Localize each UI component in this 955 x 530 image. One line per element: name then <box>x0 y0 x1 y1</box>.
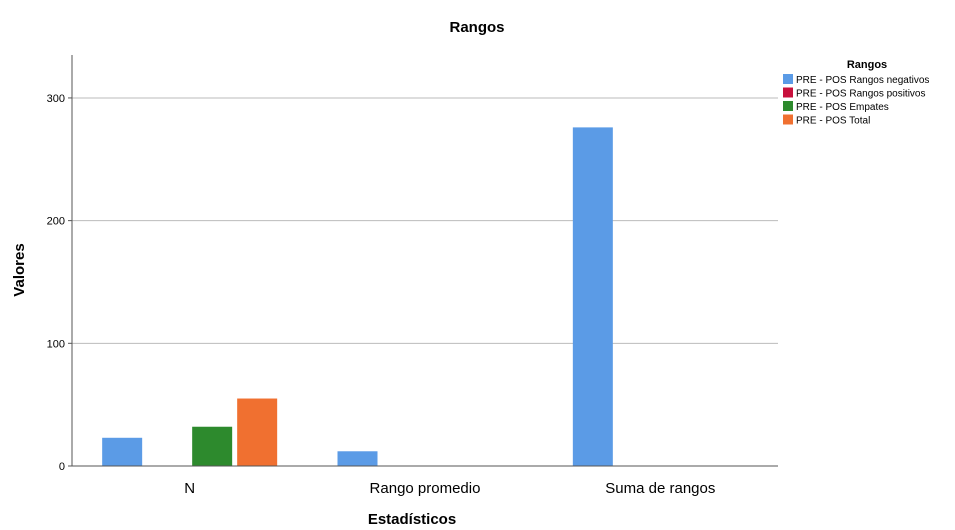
gridlines <box>72 97 778 344</box>
x-tick-label: N <box>184 480 195 497</box>
legend-swatch <box>783 74 793 84</box>
y-tick-label: 300 <box>47 93 65 105</box>
legend-title: Rangos <box>847 59 887 71</box>
bar <box>572 127 613 466</box>
y-tick-label: 100 <box>47 338 65 350</box>
legend-label: PRE - POS Rangos negativos <box>796 75 929 86</box>
legend-label: PRE - POS Empates <box>796 102 889 113</box>
y-tick-labels: 0 100 200 300 <box>47 93 72 473</box>
legend-swatch <box>783 114 793 125</box>
x-axis-title: Estadísticos <box>368 511 456 528</box>
legend: Rangos PRE - POS Rangos negativos PRE - P… <box>783 59 929 127</box>
x-tick-label: Suma de rangos <box>605 480 715 497</box>
bars <box>102 127 613 466</box>
y-tick-label: 200 <box>47 216 65 228</box>
bar <box>237 398 278 466</box>
chart-title: Rangos <box>449 19 504 36</box>
legend-swatch <box>783 101 793 111</box>
bar <box>102 437 143 466</box>
x-tick-labels: N Rango promedio Suma de rangos <box>184 480 715 497</box>
bar <box>337 451 378 466</box>
legend-label: PRE - POS Rangos positivos <box>796 89 926 100</box>
bar <box>192 426 233 466</box>
legend-swatch <box>783 87 793 98</box>
y-tick-label: 0 <box>59 461 65 473</box>
x-tick-label: Rango promedio <box>370 480 481 497</box>
legend-label: PRE - POS Total <box>796 116 870 127</box>
y-axis-title: Valores <box>11 243 28 296</box>
